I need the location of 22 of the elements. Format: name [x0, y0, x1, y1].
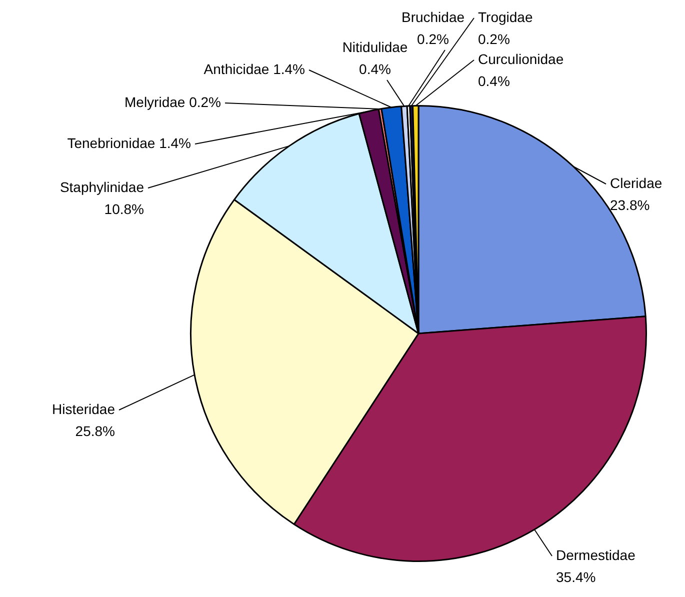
slice-label: Dermestidae: [556, 546, 636, 563]
data-label: 0.2%: [189, 94, 221, 110]
data-label: 35.4%: [556, 568, 596, 585]
slice-label: Tenebrionidae: [67, 134, 156, 151]
data-label: 0.2%: [417, 30, 449, 47]
slice-label: Melyridae: [124, 94, 186, 110]
data-label: 1.4%: [159, 134, 191, 151]
slice-label: Histeridae: [52, 400, 116, 417]
slice-label: Trogidae: [478, 8, 533, 25]
slice-label: Cleridae: [610, 174, 662, 191]
slice-label: Bruchidae: [401, 8, 465, 25]
data-label: 25.8%: [75, 422, 115, 439]
slice-label: Anthicidae: [204, 60, 270, 77]
slice-label: Staphylinidae: [60, 178, 144, 195]
data-label: 0.2%: [478, 30, 510, 47]
slice-label: Nitidulidae: [342, 38, 408, 55]
data-label: 1.4%: [273, 60, 305, 77]
data-label: 0.4%: [359, 60, 391, 77]
data-label: 10.8%: [104, 200, 144, 217]
slice-label: Curculionidae: [478, 50, 564, 67]
data-label: 23.8%: [610, 196, 650, 213]
data-label: 0.4%: [478, 72, 510, 89]
